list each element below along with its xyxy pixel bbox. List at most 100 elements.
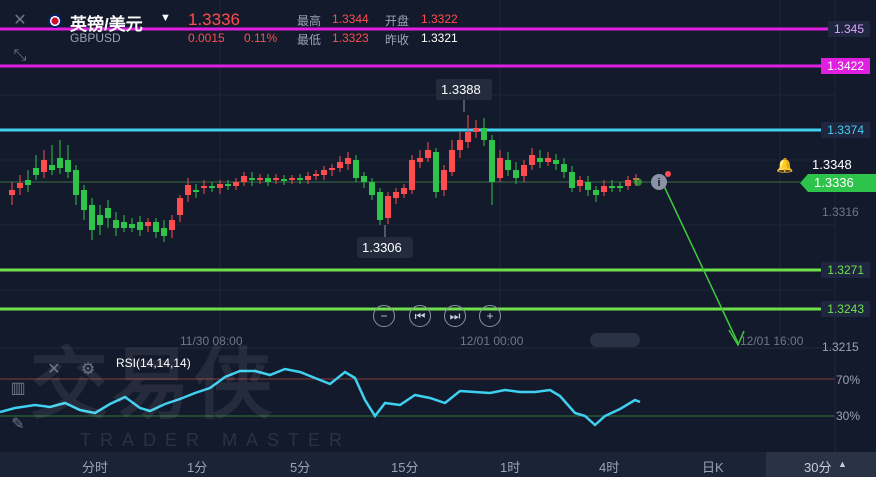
stat-label-high: 最高 <box>297 14 322 28</box>
stat-label-low: 最低 <box>297 33 322 47</box>
tf-15min[interactable]: 15分 <box>391 460 419 475</box>
alert-bell-icon[interactable]: 🔔 <box>776 157 794 173</box>
candle-body <box>217 184 223 188</box>
candle-body <box>449 150 455 172</box>
candle-body <box>561 164 567 172</box>
pair-dropdown-icon[interactable]: ▼ <box>160 12 171 24</box>
stat-value-open: 1.3322 <box>421 12 458 26</box>
candle-body <box>481 128 487 140</box>
tf-tick[interactable]: 分时 <box>82 460 109 475</box>
tf-dropdown-icon[interactable]: ▲ <box>838 459 847 469</box>
tf-4h[interactable]: 4时 <box>599 460 620 475</box>
candle-body <box>625 180 631 186</box>
candle-body <box>121 222 127 228</box>
candle-body <box>473 128 479 132</box>
candle-body <box>545 158 551 162</box>
candle-body <box>73 170 79 195</box>
candle-body <box>529 155 535 165</box>
candle-body <box>17 183 23 188</box>
candle-body <box>457 140 463 150</box>
stat-label-prev-close: 昨收 <box>385 33 410 47</box>
rsi-upper-label: 70% <box>836 373 861 387</box>
candle-body <box>273 178 279 180</box>
close-indicator-icon[interactable]: ✕ <box>47 361 61 378</box>
jump-start-button[interactable]: ⏮ <box>409 305 431 327</box>
candle-body <box>89 205 95 230</box>
candle-body <box>553 160 559 164</box>
candle-body <box>161 228 167 236</box>
candle-body <box>113 220 119 228</box>
candle-body <box>49 165 55 170</box>
candle-body <box>369 182 375 195</box>
page-indicator[interactable] <box>590 333 640 347</box>
price-tag-13374: 1.3374 <box>821 122 870 138</box>
candle-body <box>489 140 495 182</box>
timeframe-bar: 分时 1分 5分 15分 1时 4时 日K 30分 ▲ <box>0 452 876 477</box>
candle-body <box>241 176 247 182</box>
candle-body <box>225 184 231 186</box>
candle-body <box>521 165 527 176</box>
pair-title[interactable]: 英镑/美元 <box>70 15 143 34</box>
candle-body <box>289 178 295 180</box>
candle-body <box>337 162 343 168</box>
stat-value-prev-close: 1.3321 <box>421 31 458 45</box>
svg-text:i: i <box>657 177 660 189</box>
candle-body <box>385 196 391 218</box>
price-tag-13422: 1.3422 <box>821 58 870 74</box>
candle-body <box>81 190 87 210</box>
candle-body <box>137 222 143 230</box>
tf-5min[interactable]: 5分 <box>290 460 311 475</box>
rsi-lower-label: 30% <box>836 409 861 423</box>
jump-end-button[interactable]: ⏭ <box>444 305 466 327</box>
candle-body <box>129 224 135 228</box>
candle-body <box>97 215 103 225</box>
settings-icon[interactable]: ⚙ <box>80 361 96 378</box>
price-change: 0.0015 <box>188 31 225 45</box>
watermark-subtitle: TRADER MASTER <box>80 430 352 450</box>
current-price: 1.3336 <box>188 10 240 29</box>
price-tag-13243: 1.3243 <box>821 301 870 317</box>
candle-body <box>233 182 239 186</box>
candle-body <box>201 186 207 188</box>
candle-body <box>433 152 439 192</box>
candle-body <box>601 186 607 192</box>
zoom-in-button[interactable]: + <box>479 305 501 327</box>
candle-body <box>57 158 63 168</box>
candle-body <box>345 158 351 164</box>
candle-body <box>265 178 271 182</box>
candle-body <box>105 208 111 218</box>
candle-body <box>513 170 519 178</box>
candle-body <box>393 192 399 198</box>
tf-30min-active[interactable]: 30分 <box>804 460 832 475</box>
candle-body <box>177 198 183 215</box>
candle-body <box>209 186 215 188</box>
candle-body <box>297 178 303 180</box>
info-marker <box>651 174 667 190</box>
candle-body <box>41 160 47 172</box>
axis-price-low: 1.3215 <box>822 340 859 354</box>
draw-tool-icon[interactable]: ✎ <box>11 416 25 433</box>
price-tag-13271: 1.3271 <box>821 262 870 278</box>
candle-body <box>425 150 431 158</box>
tf-1h[interactable]: 1时 <box>500 460 521 475</box>
current-price-tag-bg <box>800 174 876 192</box>
tf-active-bg <box>766 452 876 477</box>
candle-body <box>185 185 191 195</box>
indicator-icon[interactable]: ▥ <box>10 380 26 397</box>
candle-body <box>537 158 543 162</box>
price-change-pct: 0.11% <box>244 31 278 45</box>
close-icon[interactable]: ✕ <box>13 12 27 29</box>
candle-body <box>577 180 583 186</box>
candle-body <box>313 174 319 176</box>
forecast-arrow <box>663 185 739 344</box>
tf-daily[interactable]: 日K <box>702 460 724 475</box>
high-annotation-box <box>436 79 492 100</box>
candle-body <box>401 188 407 194</box>
collapse-icon[interactable]: ⤡ <box>13 47 27 64</box>
candle-body <box>569 172 575 188</box>
tf-1min[interactable]: 1分 <box>187 460 208 475</box>
time-label-3: 12/01 16:00 <box>740 334 804 348</box>
candle-body <box>9 190 15 195</box>
candle-body <box>361 176 367 182</box>
zoom-out-button[interactable]: − <box>373 305 395 327</box>
